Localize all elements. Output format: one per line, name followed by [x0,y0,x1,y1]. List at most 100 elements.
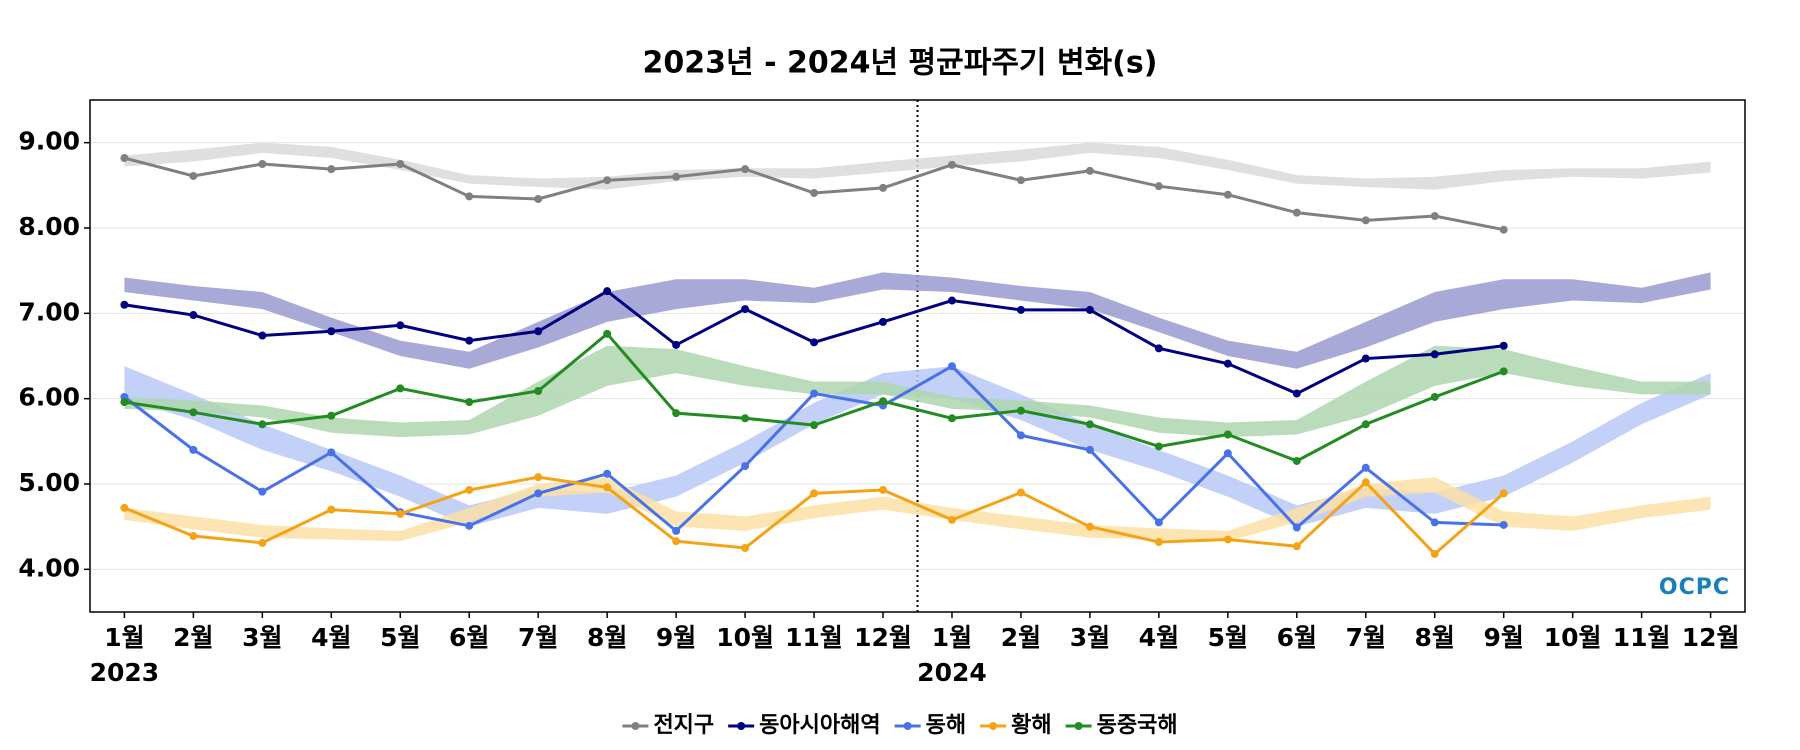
data-point [1292,208,1301,217]
data-point [810,421,819,430]
year-label: 2023 [90,658,160,687]
data-point [672,537,681,546]
data-point [120,398,129,407]
x-tick-label: 10월 [1544,623,1602,652]
x-tick-label: 12월 [1682,623,1740,652]
data-point [1499,489,1508,498]
data-point [396,160,405,168]
data-point [810,489,819,498]
data-point [1361,463,1370,472]
data-point [947,414,956,423]
data-point [327,411,336,420]
data-point [534,386,543,395]
x-tick-label: 7월 [518,623,558,652]
data-point [1154,442,1163,451]
data-point [534,194,543,203]
data-point [396,509,405,518]
data-point [1292,389,1301,398]
data-point [1430,212,1439,221]
data-point [465,521,474,530]
data-point [741,544,750,552]
x-tick-label: 11월 [785,623,843,652]
x-tick-label: 6월 [1277,623,1317,652]
data-point [1223,190,1232,199]
x-tick-label: 6월 [449,623,489,652]
y-tick-label: 5.00 [18,468,80,497]
data-point [189,445,198,454]
x-tick-label: 9월 [1483,623,1523,652]
data-point [810,189,819,198]
data-point [603,329,612,338]
data-point [879,317,888,326]
chart-title: 2023년 - 2024년 평균파주기 변화(s) [643,46,1158,81]
data-point [947,515,956,524]
data-point [672,340,681,349]
data-point [1154,344,1163,353]
data-point [1016,431,1025,440]
x-tick-label: 9월 [656,623,696,652]
data-point [1085,166,1094,175]
data-point [879,183,888,192]
x-tick-label: 4월 [1139,623,1179,652]
data-point [1085,305,1094,314]
data-point [534,473,543,482]
data-point [258,420,267,429]
data-point [327,505,336,514]
legend-label: 전지구 [653,713,714,738]
data-point [741,305,750,314]
data-point [879,485,888,494]
legend-item: 전지구 [622,713,714,738]
x-tick-label: 7월 [1346,623,1386,652]
legend-label: 동아시아해역 [759,713,880,738]
data-point [1016,406,1025,415]
y-tick-label: 7.00 [18,297,80,326]
data-point [534,489,543,498]
data-point [258,160,267,168]
data-point [810,338,819,347]
data-point [672,409,681,418]
x-tick-label: 4월 [311,623,351,652]
data-point [1292,523,1301,532]
legend-dot [903,722,912,730]
x-tick-label: 3월 [242,623,282,652]
data-point [465,485,474,494]
plot-frame [89,99,1746,613]
data-point [1223,535,1232,544]
legend-label: 동해 [926,713,966,738]
data-point [810,389,819,398]
x-tick-label: 12월 [854,623,912,652]
data-point [603,483,612,492]
data-point [534,327,543,336]
data-point [1292,456,1301,465]
legend-item: 동중국해 [1065,713,1178,738]
data-point [120,300,129,309]
data-point [1154,538,1163,547]
legend-label: 동중국해 [1097,713,1178,738]
data-point [465,336,474,345]
x-tick-label: 5월 [1208,623,1248,652]
data-point [189,532,198,541]
data-point [396,321,405,330]
y-tick-label: 4.00 [18,553,80,582]
data-point [1430,518,1439,527]
data-point [672,172,681,181]
data-point [1223,359,1232,368]
x-tick-label: 10월 [716,623,774,652]
data-point [1016,305,1025,314]
data-point [1085,445,1094,454]
year-label: 2024 [917,658,987,687]
x-tick-label: 1월 [932,623,972,652]
data-point [258,487,267,496]
data-point [947,296,956,305]
data-point [1016,176,1025,185]
data-point [465,192,474,201]
data-point [1430,392,1439,401]
y-tick-label: 6.00 [18,383,80,412]
data-point [672,526,681,535]
x-tick-label: 5월 [380,623,420,652]
data-point [741,165,750,174]
legend-dot [1074,722,1083,730]
data-point [1154,182,1163,191]
data-point [603,176,612,185]
